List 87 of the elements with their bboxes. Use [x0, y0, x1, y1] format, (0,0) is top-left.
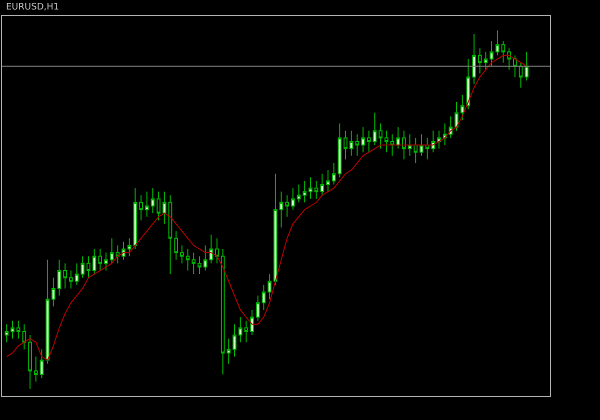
candlestick: [92, 248, 96, 275]
candlestick: [63, 262, 68, 289]
candlestick: [226, 338, 231, 364]
candlestick: [40, 348, 44, 379]
candlestick: [472, 33, 476, 85]
candlestick: [326, 170, 330, 192]
candlestick: [460, 94, 464, 120]
candlestick: [349, 130, 354, 156]
candlestick: [402, 130, 406, 160]
candlestick: [156, 191, 160, 221]
candlestick: [133, 188, 138, 250]
candlestick: [256, 295, 260, 322]
candlestick: [501, 40, 506, 64]
candlestick: [80, 256, 85, 278]
candlestick: [262, 284, 266, 310]
candlestick: [408, 134, 412, 156]
candlestick: [209, 234, 214, 264]
candlestick: [16, 320, 20, 340]
candlestick: [355, 134, 360, 156]
candlestick: [442, 123, 447, 146]
candlestick: [524, 51, 529, 82]
candlestick: [285, 194, 290, 218]
candlestick: [74, 262, 79, 286]
candlestick: [308, 176, 312, 200]
candlestick: [57, 259, 62, 296]
candlestick: [232, 324, 236, 358]
candlestick: [192, 252, 196, 275]
candlestick: [127, 238, 132, 257]
candlestick: [198, 256, 202, 275]
candlestick: [98, 248, 102, 272]
candlestick: [4, 324, 9, 343]
candlestick: [490, 40, 494, 67]
candlestick: [268, 274, 272, 300]
candlestick: [332, 162, 336, 185]
candlestick: [162, 191, 166, 224]
candlestick: [484, 51, 488, 70]
candlestick: [338, 123, 342, 178]
candlestick: [144, 191, 149, 218]
candlestick: [420, 134, 424, 156]
candlestick: [250, 309, 254, 336]
candlestick: [437, 130, 441, 150]
candlestick: [203, 244, 208, 272]
candlestick: [296, 184, 301, 203]
candlestick: [478, 48, 482, 74]
candlestick: [507, 48, 512, 70]
candlestick: [291, 188, 295, 210]
candlestick: [361, 126, 365, 153]
candlestick: [396, 126, 400, 150]
candlestick: [69, 270, 73, 289]
candlestick: [518, 62, 523, 88]
candlestick: [180, 244, 184, 264]
candlestick: [220, 248, 225, 375]
candlestick: [104, 252, 108, 272]
candlestick: [314, 180, 318, 200]
candlestick: [122, 241, 126, 260]
candlestick: [344, 130, 348, 160]
candlestick: [372, 112, 377, 146]
candlestick: [150, 188, 155, 214]
candlestick: [431, 130, 436, 153]
candlestick: [28, 334, 32, 390]
candlestick: [215, 238, 219, 264]
candlestick: [174, 230, 178, 260]
candlestick: [495, 30, 500, 56]
candlestick: [51, 277, 56, 307]
candlestick: [366, 130, 371, 153]
candlestick: [46, 259, 50, 364]
candlestick: [168, 194, 172, 275]
candlestick: [425, 137, 430, 160]
candlestick: [238, 316, 242, 343]
candlestick: [186, 248, 190, 272]
candlestick: [454, 102, 458, 132]
candlestick: [513, 54, 517, 78]
candlestick: [320, 173, 324, 196]
candlestick: [390, 134, 394, 156]
candlestick: [378, 123, 383, 150]
candlestick: [384, 130, 388, 153]
candlestick: [279, 191, 284, 228]
chart-title: EURUSD,H1: [6, 2, 60, 13]
candlestick: [34, 356, 38, 382]
candlestick: [414, 137, 418, 164]
candlestick: [22, 324, 26, 350]
candlestick: [86, 256, 90, 278]
candlestick: [466, 58, 470, 110]
candlestick: [244, 320, 248, 343]
candlestick: [139, 194, 143, 221]
candlestick: [10, 320, 14, 340]
candlestick: [302, 180, 307, 203]
